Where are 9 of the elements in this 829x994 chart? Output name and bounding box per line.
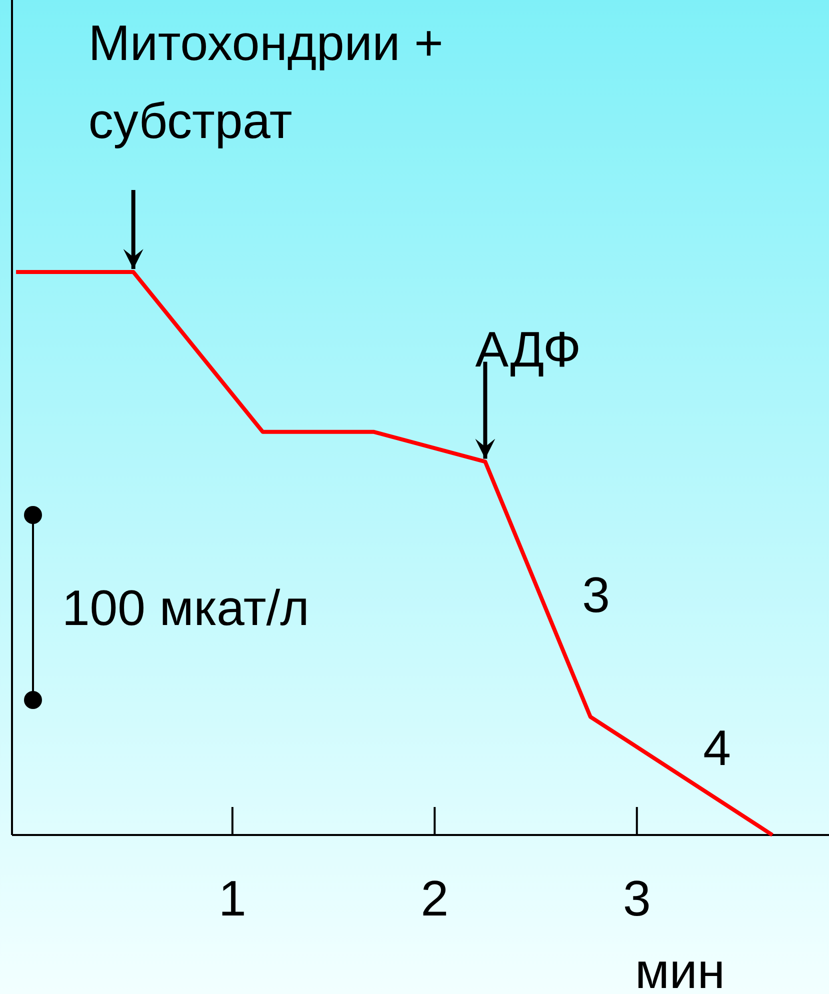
annotation: 4 xyxy=(703,720,731,776)
x-tick-label: 1 xyxy=(218,870,246,926)
annotation: 100 мкат/л xyxy=(62,580,310,636)
x-axis-title: мин xyxy=(635,943,725,994)
x-tick-label: 2 xyxy=(420,870,449,926)
x-tick-label: 3 xyxy=(622,870,651,926)
annotation: АДФ xyxy=(475,322,582,378)
annotation: 3 xyxy=(582,567,610,623)
annotation: Митохондрии + субстрат xyxy=(88,15,444,149)
